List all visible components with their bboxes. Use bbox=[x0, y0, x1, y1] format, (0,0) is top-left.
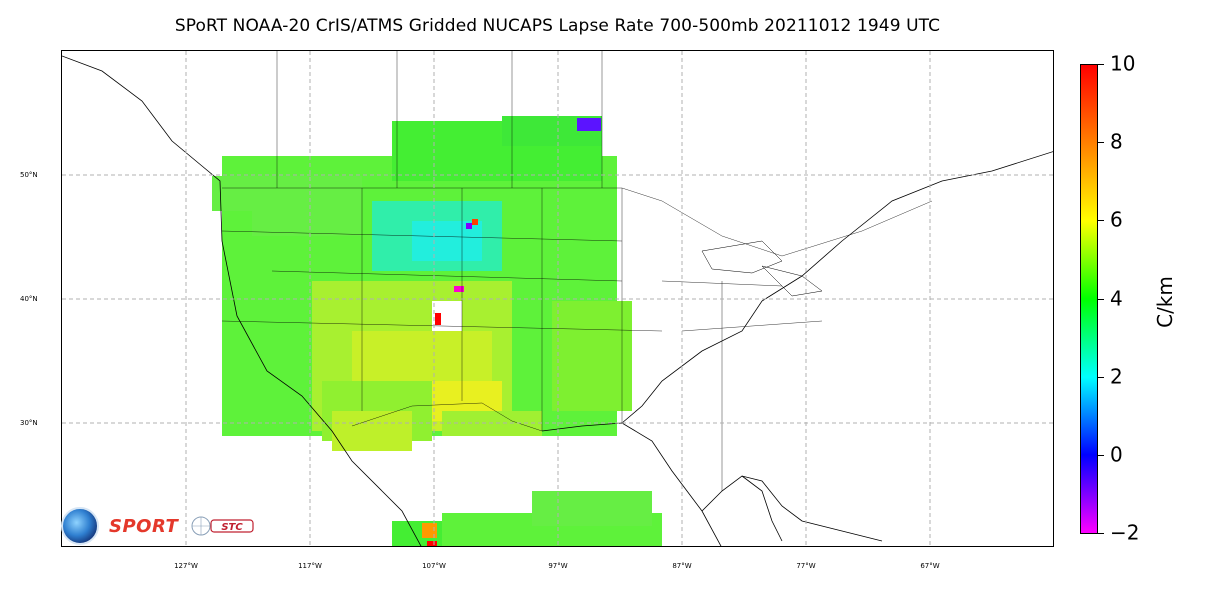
colorbar-label-0: 0 bbox=[1110, 442, 1123, 467]
colorbar-tick bbox=[1098, 64, 1104, 65]
lon-label-97w: 97°W bbox=[548, 562, 568, 570]
colorbar-tick bbox=[1098, 299, 1104, 300]
map-canvas bbox=[62, 51, 1053, 546]
colorbar-label-neg2: −2 bbox=[1110, 520, 1140, 545]
lon-label-87w: 87°W bbox=[672, 562, 692, 570]
sport-logo: SPORT bbox=[109, 516, 179, 537]
colorbar-unit-label: C/km bbox=[1153, 276, 1177, 328]
stc-logo-text: STC bbox=[221, 522, 243, 533]
colorbar-label-10: 10 bbox=[1110, 51, 1136, 76]
coastlines bbox=[62, 55, 1053, 546]
lon-label-127w: 127°W bbox=[174, 562, 198, 570]
colorbar-tick bbox=[1098, 220, 1104, 221]
colorbar-label-4: 4 bbox=[1110, 286, 1123, 311]
colorbar bbox=[1080, 64, 1098, 534]
logo-strip: SPORT STC bbox=[61, 506, 261, 546]
lon-label-77w: 77°W bbox=[796, 562, 816, 570]
map-title: SPoRT NOAA-20 CrIS/ATMS Gridded NUCAPS L… bbox=[174, 16, 941, 36]
lapse-rate-field bbox=[212, 116, 662, 546]
gridlines bbox=[62, 51, 1053, 546]
lon-label-67w: 67°W bbox=[920, 562, 940, 570]
data-block-violet bbox=[577, 118, 601, 131]
lat-label-40n: 40°N bbox=[20, 295, 38, 303]
lat-label-50n: 50°N bbox=[20, 171, 38, 179]
lon-label-107w: 107°W bbox=[422, 562, 446, 570]
great-lakes bbox=[701, 240, 823, 297]
colorbar-tick bbox=[1098, 377, 1104, 378]
lat-label-30n: 30°N bbox=[20, 419, 38, 427]
colorbar-label-2: 2 bbox=[1110, 364, 1123, 389]
lon-label-117w: 117°W bbox=[298, 562, 322, 570]
stc-logo-icon: STC bbox=[191, 516, 254, 536]
colorbar-label-6: 6 bbox=[1110, 207, 1123, 232]
political-borders bbox=[221, 51, 933, 491]
colorbar-label-8: 8 bbox=[1110, 129, 1123, 154]
colorbar-tick bbox=[1098, 533, 1104, 534]
nasa-globe-icon bbox=[61, 507, 99, 545]
map-panel[interactable] bbox=[61, 50, 1054, 547]
colorbar-tick bbox=[1098, 455, 1104, 456]
colorbar-tick bbox=[1098, 142, 1104, 143]
